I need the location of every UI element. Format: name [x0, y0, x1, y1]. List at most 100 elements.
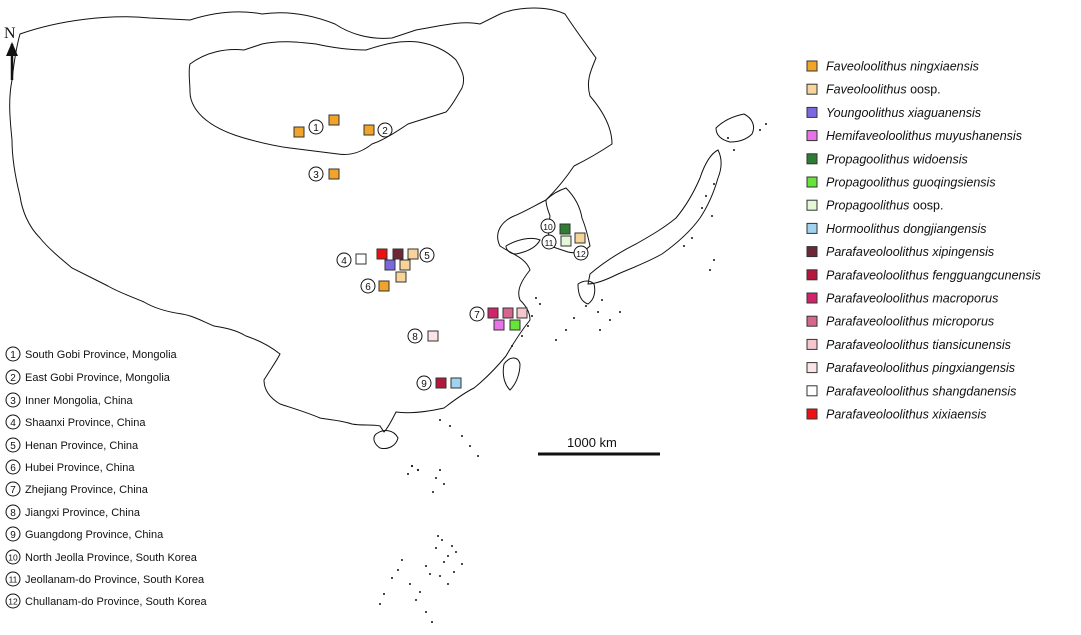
legend-item: Parafaveoloolithus microporus — [806, 315, 994, 329]
site-number-11: 11 — [541, 234, 557, 250]
svg-text:Jiangxi Province, China: Jiangxi Province, China — [25, 507, 141, 519]
svg-text:10: 10 — [543, 222, 553, 232]
svg-text:Guangdong Province, China: Guangdong Province, China — [25, 529, 164, 541]
legend-species: muyushanensis — [935, 129, 1022, 143]
site-number-8: 8 — [407, 328, 423, 344]
legend-species: shangdanensis — [932, 384, 1016, 398]
legend-item: Faveoloolithus oosp. — [806, 83, 941, 97]
legend-swatch — [806, 362, 818, 374]
legend-species: oosp. — [910, 83, 941, 97]
shandong-outline — [505, 237, 541, 255]
legend-item: Hemifaveoloolithus muyushanensis — [806, 129, 1022, 143]
legend: Faveoloolithus ningxiaensis Faveoloolithu… — [806, 60, 1041, 422]
svg-text:North Jeolla Province, South K: North Jeolla Province, South Korea — [25, 552, 198, 564]
legend-item: Propagoolithus oosp. — [806, 199, 943, 213]
legend-genus: Youngoolithus — [826, 106, 908, 120]
location-item: 11 Jeollanam-do Province, South Korea — [5, 571, 205, 587]
svg-text:East Gobi Province, Mongolia: East Gobi Province, Mongolia — [25, 372, 171, 384]
legend-item: Parafaveoloolithus shangdanensis — [806, 384, 1016, 398]
legend-label: Parafaveoloolithus microporus — [826, 315, 994, 329]
svg-text:Chullanam-do Province, South K: Chullanam-do Province, South Korea — [25, 596, 207, 608]
legend-swatch — [806, 315, 818, 327]
islands — [379, 123, 767, 623]
legend-item: Propagoolithus widoensis — [806, 152, 968, 166]
site-marker — [560, 235, 572, 247]
legend-species: tiansicunensis — [932, 338, 1011, 352]
legend-swatch — [806, 199, 818, 211]
legend-label: Parafaveoloolithus fengguangcunensis — [826, 268, 1041, 282]
location-item: 10 North Jeolla Province, South Korea — [5, 549, 198, 565]
svg-text:2: 2 — [382, 126, 388, 137]
legend-species: guoqingsiensis — [913, 176, 996, 190]
site-marker — [493, 319, 505, 331]
site-number-5: 5 — [419, 247, 435, 263]
legend-label: Parafaveoloolithus xipingensis — [826, 245, 994, 259]
legend-genus: Parafaveoloolithus — [826, 315, 932, 329]
legend-label: Parafaveoloolithus macroporus — [826, 292, 998, 306]
svg-text:11: 11 — [545, 238, 554, 248]
svg-text:11: 11 — [9, 575, 18, 585]
site-marker — [407, 248, 419, 260]
site-marker — [559, 223, 571, 235]
legend-genus: Parafaveoloolithus — [826, 245, 932, 259]
site-marker — [384, 259, 396, 271]
legend-genus: Faveoloolithus — [826, 83, 910, 97]
svg-text:1: 1 — [313, 123, 319, 134]
legend-label: Faveoloolithus ningxiaensis — [826, 60, 979, 74]
legend-species: oosp. — [913, 199, 944, 213]
legend-genus: Parafaveoloolithus — [826, 361, 932, 375]
site-marker — [427, 330, 439, 342]
site-number-10: 10 — [540, 218, 556, 234]
site-marker — [355, 253, 367, 265]
location-item: 4 Shaanxi Province, China — [5, 414, 146, 430]
svg-text:South Gobi Province, Mongolia: South Gobi Province, Mongolia — [25, 349, 178, 361]
legend-species: fengguangcunensis — [932, 268, 1040, 282]
japan-honshu — [587, 149, 722, 285]
north-label: N — [4, 25, 16, 42]
legend-label: Hormoolithus dongjiangensis — [826, 222, 987, 236]
location-item: 6 Hubei Province, China — [5, 459, 135, 475]
legend-species: xiaguanensis — [907, 106, 981, 120]
location-list: 1 South Gobi Province, Mongolia 2 East Gob… — [5, 346, 207, 609]
legend-genus: Parafaveoloolithus — [826, 408, 932, 422]
legend-label: Faveoloolithus oosp. — [826, 83, 941, 97]
site-number-2: 2 — [377, 122, 393, 138]
hainan-outline — [373, 430, 399, 449]
legend-species: microporus — [932, 315, 994, 329]
legend-genus: Hormoolithus — [826, 222, 903, 236]
svg-text:Jeollanam-do Province, South K: Jeollanam-do Province, South Korea — [25, 574, 205, 586]
legend-swatch — [806, 222, 818, 234]
legend-species: widoensis — [913, 152, 968, 166]
svg-text:4: 4 — [10, 418, 16, 429]
scale-bar: 1000 km — [538, 435, 660, 456]
site-markers — [293, 114, 586, 389]
site-marker — [363, 124, 375, 136]
legend-label: Youngoolithus xiaguanensis — [826, 106, 981, 120]
north-arrow: N — [4, 25, 18, 80]
site-number-9: 9 — [416, 375, 432, 391]
svg-text:5: 5 — [424, 251, 430, 262]
legend-item: Parafaveoloolithus macroporus — [806, 292, 998, 306]
legend-label: Propagoolithus oosp. — [826, 199, 943, 213]
japan-hokkaido — [715, 113, 755, 143]
site-marker — [574, 232, 586, 244]
svg-text:Henan Province, China: Henan Province, China — [25, 440, 139, 452]
site-number-3: 3 — [308, 166, 324, 182]
svg-text:3: 3 — [313, 170, 319, 181]
svg-text:9: 9 — [421, 379, 427, 390]
site-marker — [487, 307, 499, 319]
svg-text:8: 8 — [10, 508, 16, 519]
svg-text:7: 7 — [474, 310, 480, 321]
location-item: 2 East Gobi Province, Mongolia — [5, 369, 171, 385]
legend-swatch — [806, 153, 818, 165]
mongolia-outline — [188, 41, 465, 155]
legend-swatch — [806, 408, 818, 420]
legend-species: xixiaensis — [931, 408, 986, 422]
location-item: 9 Guangdong Province, China — [5, 526, 164, 542]
legend-species: macroporus — [932, 292, 998, 306]
legend-genus: Parafaveoloolithus — [826, 268, 932, 282]
svg-text:6: 6 — [365, 282, 371, 293]
legend-genus: Hemifaveoloolithus — [826, 129, 935, 143]
svg-text:1: 1 — [10, 350, 16, 361]
legend-item: Parafaveoloolithus xixiaensis — [806, 408, 987, 422]
